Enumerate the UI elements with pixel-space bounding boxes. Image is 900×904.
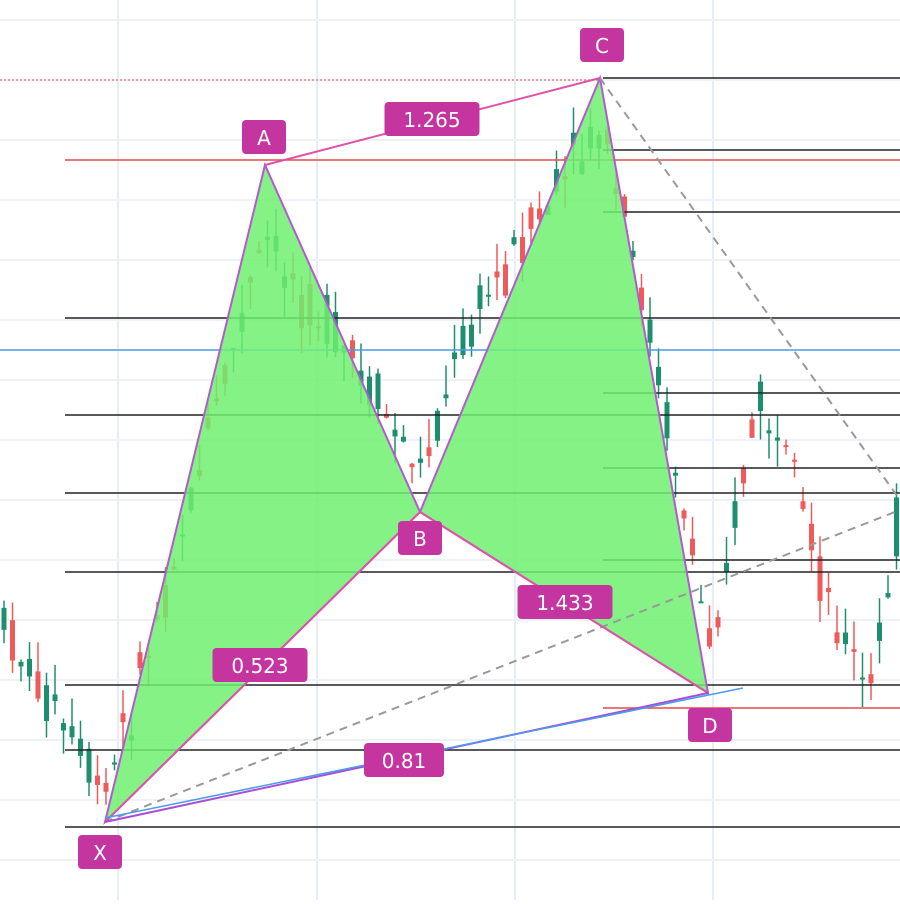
candle-body [401, 436, 406, 442]
candle-body [868, 674, 874, 684]
candle-body [732, 501, 738, 528]
candle-body [843, 632, 848, 645]
candle-body [877, 622, 882, 641]
candle-body [418, 458, 423, 463]
candle-body [44, 685, 49, 721]
candle-body [528, 207, 534, 229]
candle-body [537, 208, 542, 220]
dashed-line [104, 509, 900, 823]
candle-body [681, 510, 687, 519]
candle-body [367, 376, 372, 406]
candle-body [851, 649, 857, 652]
candle-body [520, 236, 525, 263]
candle-body [120, 713, 126, 723]
candle-body [375, 373, 381, 410]
candle-body [78, 738, 83, 756]
candle-body [639, 287, 644, 311]
candle-body [690, 538, 695, 556]
candle-body [477, 285, 483, 309]
candle-body [384, 413, 389, 418]
candle-body [409, 463, 415, 468]
candle-body [749, 419, 755, 438]
candle-body [826, 587, 831, 593]
candle-body [647, 319, 653, 343]
candle-body [469, 324, 474, 347]
point-label-box [580, 28, 624, 62]
ratio-label: 1.433 [536, 591, 593, 615]
candle-body [622, 196, 627, 217]
candle-body [35, 671, 41, 699]
ratio-label-box [364, 743, 444, 777]
candle-body [698, 601, 704, 604]
candle-body [486, 294, 491, 297]
candle-body [758, 381, 763, 412]
ratio-label-box [384, 102, 480, 136]
dashed-line [599, 77, 900, 501]
candle-body [137, 652, 143, 669]
candle-body [741, 467, 746, 484]
labels: X A B C D 1.265 0.523 1.433 0.81 [78, 28, 732, 869]
candle-body [452, 352, 457, 360]
candle-body [724, 562, 729, 573]
candle-body [834, 632, 840, 644]
point-label-box [242, 120, 286, 154]
candle-body [443, 394, 449, 399]
candle-body [800, 501, 806, 509]
candle-body [775, 437, 780, 441]
harmonic-pattern [103, 74, 900, 826]
candle-body [86, 748, 92, 783]
ratio-label-box [212, 648, 308, 682]
point-label: A [257, 126, 271, 150]
candle-body [860, 677, 865, 680]
candle-body [630, 250, 636, 258]
candle-body [894, 497, 899, 557]
candle-body [673, 472, 678, 476]
candle-body [571, 132, 576, 145]
ratio-label-box [517, 585, 613, 619]
candle-body [27, 658, 32, 677]
candle-body [656, 366, 661, 386]
point-label: C [595, 34, 609, 58]
candle-body [664, 402, 670, 439]
candle-body [494, 271, 500, 278]
ratio-label: 0.523 [231, 654, 288, 678]
candle-body [95, 775, 100, 785]
candle-body [511, 237, 517, 245]
point-label: D [702, 714, 717, 738]
point-label: X [93, 841, 107, 865]
candle-body [61, 723, 66, 731]
candle-body [103, 782, 109, 792]
candle-body [792, 459, 797, 462]
candle-body [435, 410, 440, 441]
candle-body [112, 762, 117, 765]
ratio-label: 1.265 [403, 108, 460, 132]
candle-body [707, 628, 712, 647]
point-label: B [413, 527, 427, 551]
candle-body [817, 556, 823, 601]
candle-body [392, 429, 398, 437]
candle-body [426, 447, 432, 457]
candle-body [809, 523, 814, 551]
point-label-box [398, 521, 442, 555]
candle-body [52, 694, 58, 702]
ratio-label: 0.81 [382, 749, 427, 773]
point-label-box [688, 708, 732, 742]
candle-body [783, 445, 789, 448]
candle-body [766, 430, 772, 434]
candle-body [69, 726, 75, 738]
candle-body [1, 607, 7, 630]
candle-body [503, 264, 508, 296]
candle-body [10, 620, 15, 661]
candle-body [885, 593, 891, 598]
candle-body [460, 325, 466, 356]
candle-body [18, 661, 24, 667]
candle-body [715, 617, 721, 628]
point-label-box [78, 835, 122, 869]
